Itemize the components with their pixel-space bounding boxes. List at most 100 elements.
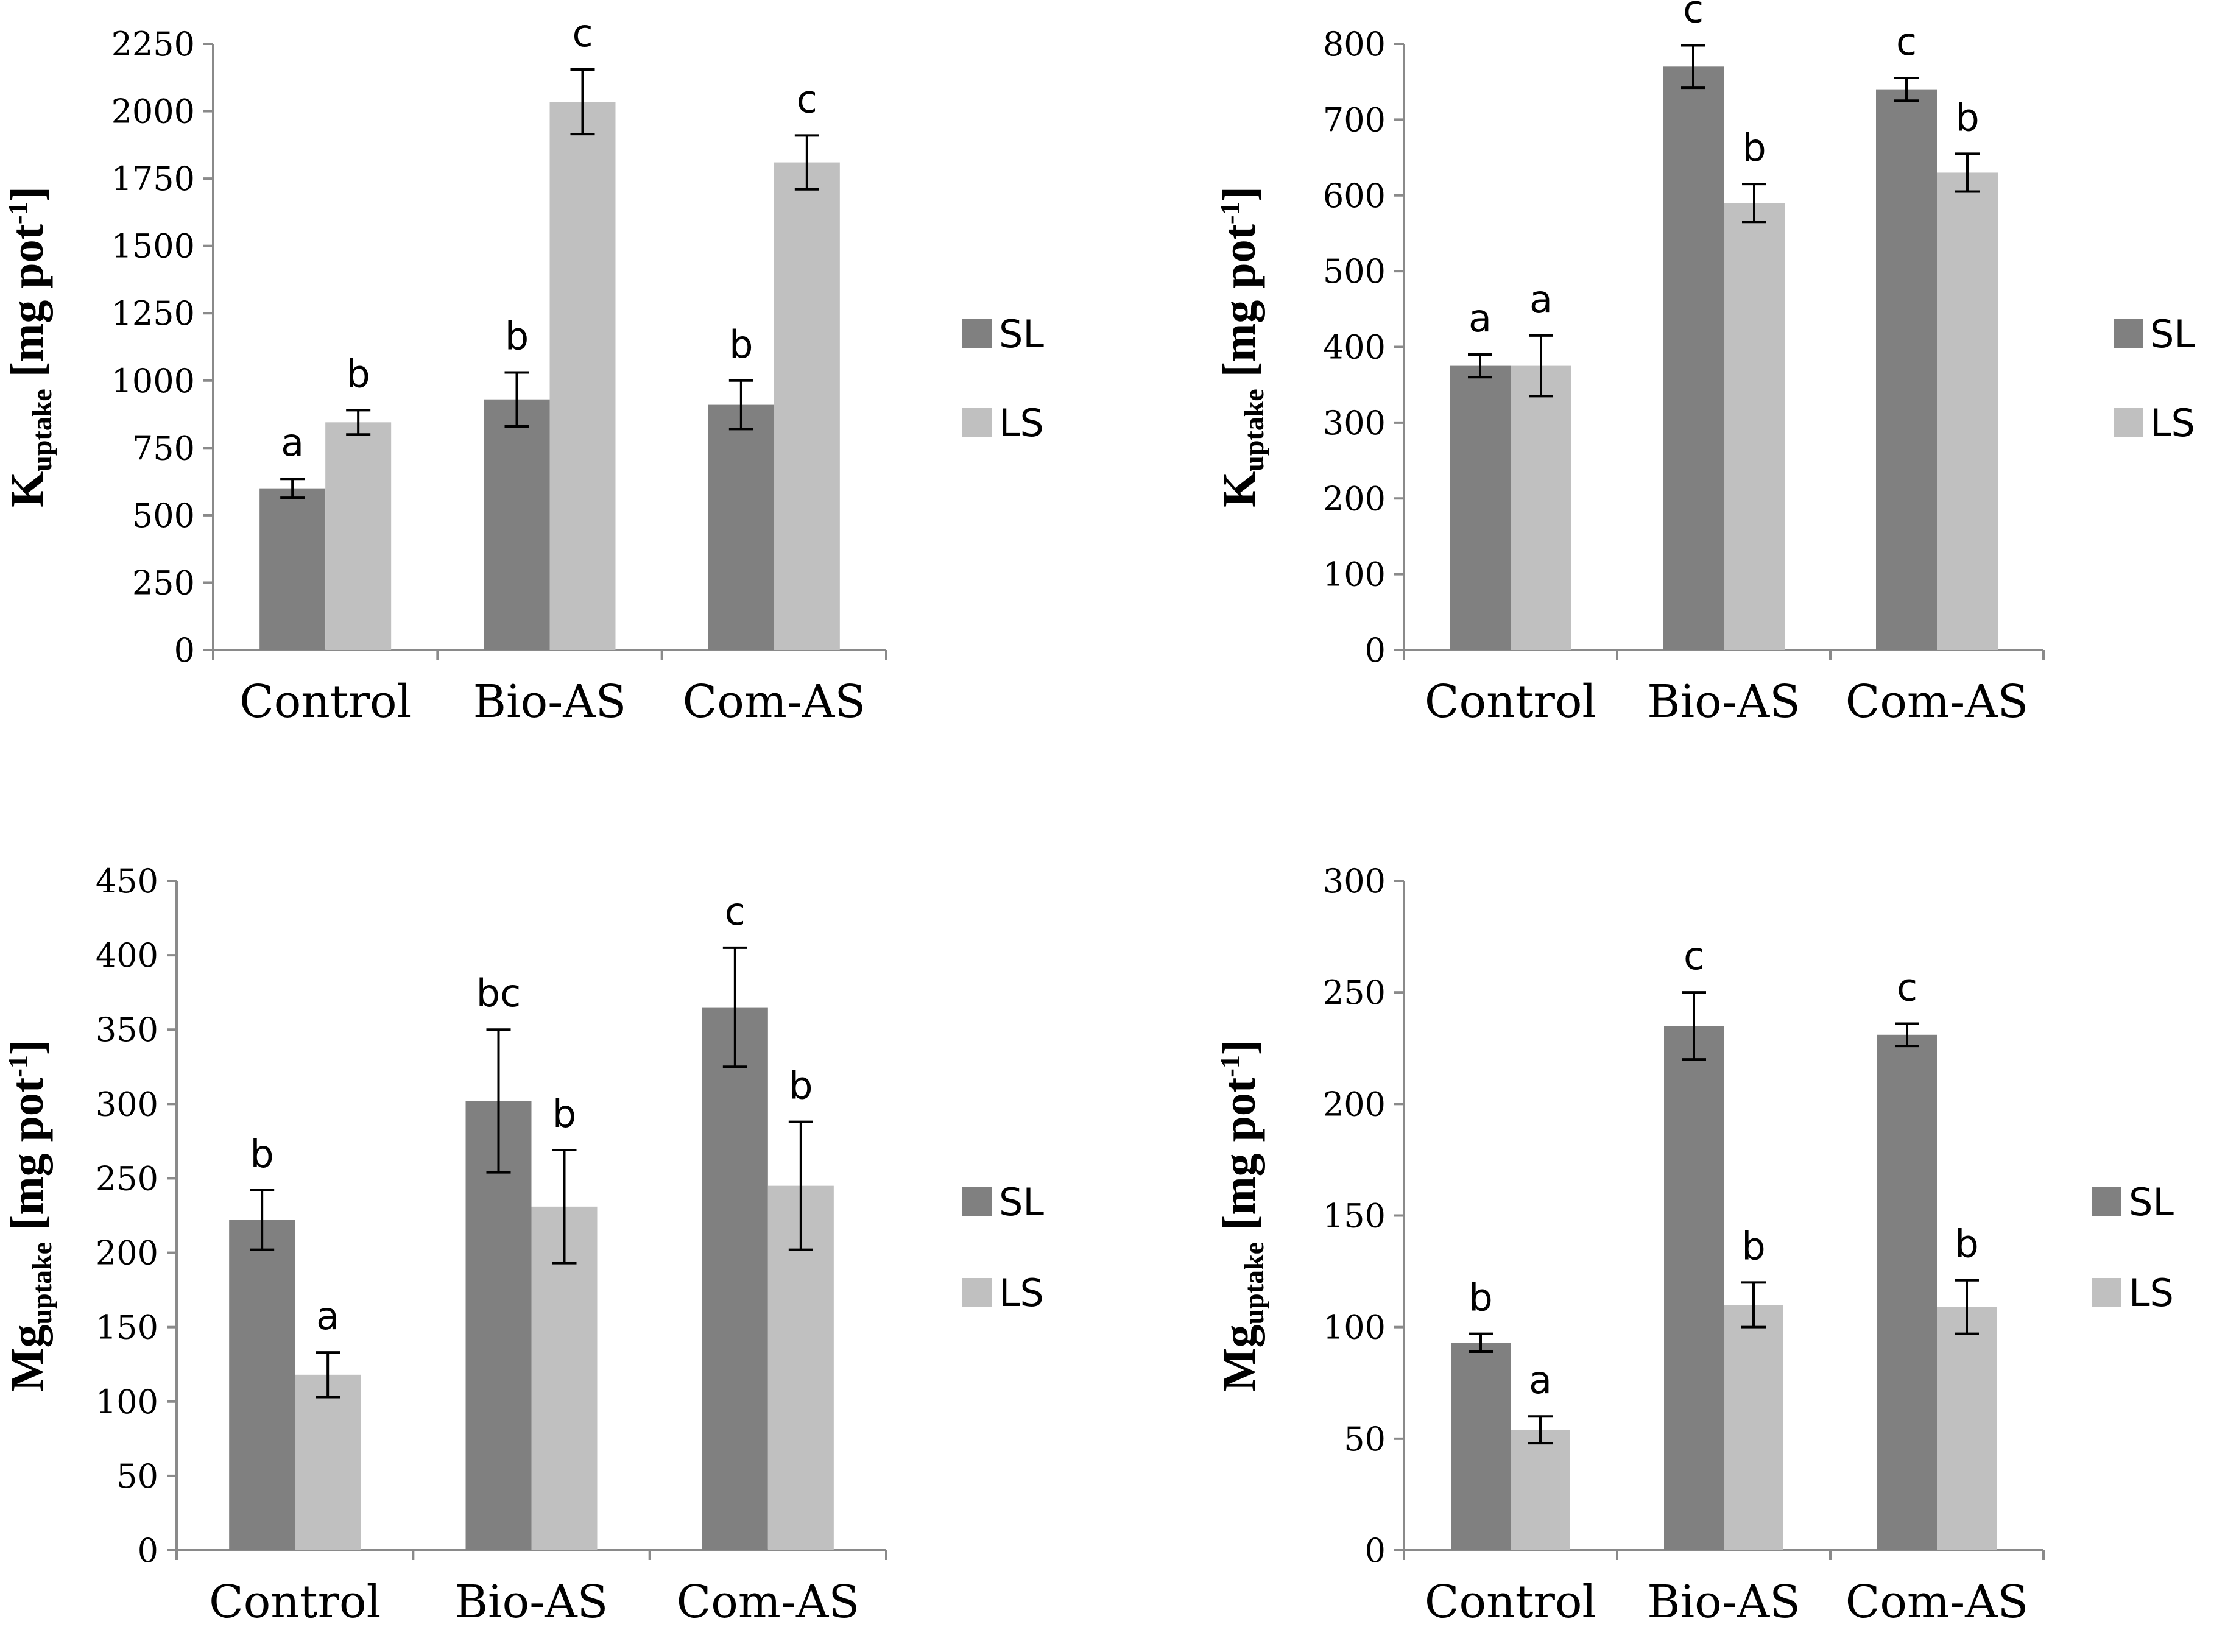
legend-label-ls: LS <box>999 1271 1044 1315</box>
significance-letter: b <box>1469 1276 1492 1320</box>
y-tick-label: 0 <box>174 631 195 669</box>
legend-swatch-sl <box>2114 319 2143 348</box>
legend-label-ls: LS <box>999 401 1044 445</box>
bar-ls <box>774 162 840 651</box>
y-axis-label-sup: -1 <box>3 1055 33 1078</box>
y-tick-label: 100 <box>1323 556 1386 594</box>
significance-letter: c <box>725 889 746 934</box>
y-axis-label-unit: [mg pot <box>2 1078 53 1242</box>
y-tick-label: 200 <box>1323 1085 1386 1123</box>
bar-sl <box>484 399 550 650</box>
y-tick-label: 400 <box>1323 328 1386 367</box>
y-tick-label: 2000 <box>111 93 195 131</box>
significance-letter: c <box>1896 19 1917 64</box>
significance-letter: b <box>789 1064 813 1108</box>
bar-sl <box>1450 365 1511 650</box>
panel-mg-uptake-left: 0 50 100 150 200 250 300 350 400 450 Control b a Bio-… <box>2 862 1044 1628</box>
bar-ls <box>1724 203 1785 650</box>
y-axis-label-base: K <box>2 471 53 507</box>
x-category-label: Bio-AS <box>1647 676 1800 728</box>
significance-letter: b <box>1955 1222 1978 1266</box>
bar-ls <box>549 102 616 651</box>
y-tick-label: 800 <box>1323 25 1386 63</box>
bar-ls <box>1937 172 1998 650</box>
y-tick-label: 250 <box>132 563 195 602</box>
y-tick-label: 500 <box>132 496 195 535</box>
y-axis-label-base: K <box>1214 471 1265 507</box>
x-category-label: Control <box>209 1576 381 1628</box>
x-category-label: Control <box>1425 1576 1596 1628</box>
legend-label-ls: LS <box>2150 401 2195 445</box>
significance-letter: a <box>1529 277 1553 322</box>
y-tick-label: 700 <box>1323 101 1386 139</box>
y-axis-label-base: Mg <box>1214 1324 1265 1391</box>
y-tick-label: 250 <box>1323 973 1386 1012</box>
legend-label-sl: SL <box>2150 312 2195 356</box>
legend-swatch-ls <box>2114 408 2143 437</box>
x-category-label: Com-AS <box>683 676 866 728</box>
y-tick-label: 1500 <box>111 227 195 266</box>
x-category-label: Bio-AS <box>1647 1576 1800 1628</box>
significance-letter: b <box>552 1092 576 1136</box>
bar-sl <box>1664 1026 1724 1550</box>
y-tick-label: 1250 <box>111 294 195 333</box>
y-tick-label: 300 <box>1323 862 1386 900</box>
panel-k-uptake-left: 0 250 500 750 1000 1250 1500 1750 2000 2250 Contro… <box>2 11 1044 728</box>
significance-letter: bc <box>476 971 521 1015</box>
y-axis-label-close: ] <box>2 1040 53 1055</box>
y-tick-label: 150 <box>96 1308 158 1347</box>
significance-letter: a <box>1469 296 1492 341</box>
y-axis-label-sub: uptake <box>1238 1242 1269 1324</box>
y-tick-label: 200 <box>1323 479 1386 518</box>
y-axis-label-sup: -1 <box>3 202 33 224</box>
legend-swatch-sl <box>2092 1187 2121 1216</box>
significance-letter: a <box>281 420 304 465</box>
y-axis-label-sup: -1 <box>1215 1055 1245 1078</box>
y-axis-label: Mguptake [mg pot-1] <box>1214 1040 1269 1391</box>
significance-letter: b <box>1955 95 1979 139</box>
y-tick-label: 50 <box>116 1457 158 1495</box>
y-tick-label: 100 <box>1323 1308 1386 1347</box>
significance-letter: b <box>250 1132 273 1176</box>
legend-label-ls: LS <box>2129 1271 2174 1315</box>
legend-label-sl: SL <box>2129 1180 2174 1224</box>
x-category-label: Com-AS <box>677 1576 859 1628</box>
y-tick-label: 350 <box>96 1011 158 1049</box>
bar-ls <box>1724 1305 1783 1550</box>
y-axis-label: Mguptake [mg pot-1] <box>2 1040 57 1391</box>
significance-letter: a <box>316 1294 339 1338</box>
bar-ls <box>295 1374 361 1550</box>
y-tick-label: 0 <box>1365 1531 1386 1570</box>
significance-letter: c <box>1684 934 1704 978</box>
significance-letter: b <box>346 351 370 396</box>
y-axis-label-sub: uptake <box>26 1242 57 1324</box>
y-tick-label: 600 <box>1323 177 1386 215</box>
y-axis-label: Kuptake [mg pot-1] <box>1214 186 1269 507</box>
significance-letter: c <box>1897 965 1917 1009</box>
y-axis-label-unit: [mg pot <box>1214 1078 1265 1242</box>
legend-swatch-sl <box>962 319 992 348</box>
y-axis-label-sub: uptake <box>26 389 57 471</box>
y-tick-label: 450 <box>96 862 158 900</box>
y-axis-label-close: ] <box>1214 1040 1265 1055</box>
bar-sl <box>259 488 326 650</box>
legend-label-sl: SL <box>999 312 1044 356</box>
y-tick-label: 150 <box>1323 1197 1386 1235</box>
legend-swatch-ls <box>962 1278 992 1307</box>
significance-letter: b <box>505 314 529 359</box>
bar-ls <box>1511 1430 1570 1550</box>
significance-letter: c <box>1683 0 1704 31</box>
y-axis-label-close: ] <box>2 186 53 202</box>
y-axis-label: Kuptake [mg pot-1] <box>2 186 57 507</box>
x-category-label: Bio-AS <box>455 1576 608 1628</box>
legend-swatch-sl <box>962 1187 992 1216</box>
bar-ls <box>1937 1307 1997 1550</box>
significance-letter: b <box>729 322 753 367</box>
significance-letter: c <box>572 11 593 55</box>
y-tick-label: 100 <box>96 1383 158 1421</box>
y-tick-label: 500 <box>1323 252 1386 291</box>
y-tick-label: 0 <box>138 1531 158 1570</box>
x-category-label: Com-AS <box>1846 676 2028 728</box>
y-tick-label: 2250 <box>111 25 195 63</box>
